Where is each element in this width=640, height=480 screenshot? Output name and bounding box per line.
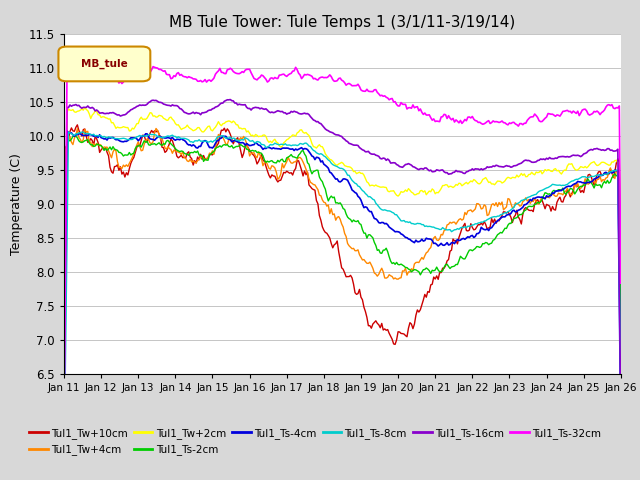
Tul1_Tw+4cm (186, 156, 194, 162)
Line: Tul1_Tw+2cm: Tul1_Tw+2cm (64, 108, 621, 465)
Tul1_Ts-4cm (617, 427, 625, 432)
Tul1_Ts-4cm (60, 404, 68, 410)
Tul1_Tw+10cm (421, 291, 429, 297)
Tul1_Tw+10cm (617, 380, 625, 385)
Tul1_Ts-4cm (283, 145, 291, 151)
Tul1_Ts-8cm (574, 177, 582, 182)
Tul1_Tw+2cm (421, 188, 429, 193)
Tul1_Tw+4cm (152, 126, 160, 132)
Tul1_Ts-2cm (283, 155, 291, 161)
Tul1_Ts-16cm (283, 111, 291, 117)
Tul1_Tw+2cm (617, 324, 625, 329)
Tul1_Ts-32cm (371, 87, 378, 93)
FancyBboxPatch shape (58, 47, 150, 81)
Tul1_Tw+10cm (60, 368, 68, 373)
Tul1_Tw+10cm (186, 154, 194, 160)
Tul1_Ts-2cm (371, 240, 378, 245)
Tul1_Tw+4cm (371, 270, 378, 276)
Tul1_Tw+10cm (74, 122, 81, 128)
Legend: Tul1_Tw+10cm, Tul1_Tw+4cm, Tul1_Tw+2cm, Tul1_Ts-2cm, Tul1_Ts-4cm, Tul1_Ts-8cm, T: Tul1_Tw+10cm, Tul1_Tw+4cm, Tul1_Tw+2cm, … (25, 424, 605, 459)
Tul1_Tw+4cm (60, 370, 68, 375)
Tul1_Ts-8cm (371, 197, 378, 203)
Line: Tul1_Ts-16cm: Tul1_Ts-16cm (64, 99, 621, 416)
Tul1_Ts-2cm (609, 173, 617, 179)
Tul1_Ts-8cm (283, 142, 291, 148)
Text: MB_tule: MB_tule (81, 59, 127, 69)
Tul1_Tw+4cm (421, 253, 429, 259)
Tul1_Ts-4cm (609, 169, 617, 175)
Tul1_Ts-16cm (371, 151, 378, 157)
Tul1_Tw+2cm (283, 137, 291, 143)
Tul1_Tw+10cm (609, 175, 617, 180)
Tul1_Ts-8cm (617, 383, 625, 389)
Tul1_Ts-32cm (186, 74, 194, 80)
Line: Tul1_Ts-8cm: Tul1_Ts-8cm (64, 132, 621, 474)
Title: MB Tule Tower: Tule Temps 1 (3/1/11-3/19/14): MB Tule Tower: Tule Temps 1 (3/1/11-3/19… (169, 15, 516, 30)
Tul1_Ts-8cm (65, 129, 72, 135)
Tul1_Ts-16cm (574, 152, 582, 158)
Tul1_Tw+10cm (574, 183, 582, 189)
Tul1_Ts-32cm (609, 105, 617, 111)
Tul1_Ts-8cm (421, 224, 429, 229)
Tul1_Ts-32cm (421, 110, 429, 116)
Tul1_Ts-4cm (371, 216, 378, 221)
Tul1_Ts-4cm (186, 142, 194, 148)
Tul1_Ts-4cm (63, 128, 71, 134)
Tul1_Ts-2cm (574, 186, 582, 192)
Tul1_Ts-8cm (186, 139, 194, 145)
Tul1_Tw+2cm (60, 462, 68, 468)
Tul1_Tw+2cm (371, 183, 378, 189)
Tul1_Ts-8cm (609, 168, 617, 173)
Tul1_Tw+2cm (574, 167, 582, 173)
Tul1_Tw+4cm (609, 173, 617, 179)
Tul1_Tw+4cm (617, 384, 625, 389)
Tul1_Ts-32cm (60, 446, 68, 452)
Tul1_Ts-4cm (421, 238, 429, 243)
Tul1_Tw+2cm (81, 105, 88, 110)
Tul1_Ts-2cm (60, 472, 68, 478)
Tul1_Ts-16cm (609, 148, 617, 154)
Tul1_Tw+10cm (283, 168, 291, 174)
Line: Tul1_Ts-4cm: Tul1_Ts-4cm (64, 131, 621, 430)
Tul1_Ts-16cm (60, 390, 68, 396)
Tul1_Tw+2cm (609, 159, 617, 165)
Tul1_Tw+10cm (371, 320, 378, 325)
Line: Tul1_Ts-32cm: Tul1_Ts-32cm (64, 67, 621, 449)
Tul1_Ts-32cm (574, 108, 582, 114)
Tul1_Ts-32cm (283, 73, 291, 79)
Line: Tul1_Tw+4cm: Tul1_Tw+4cm (64, 129, 621, 386)
Tul1_Ts-32cm (149, 64, 157, 70)
Y-axis label: Temperature (C): Temperature (C) (10, 153, 23, 255)
Tul1_Ts-16cm (185, 111, 193, 117)
Tul1_Ts-16cm (421, 165, 429, 171)
Tul1_Tw+2cm (186, 126, 194, 132)
Tul1_Ts-2cm (421, 266, 429, 272)
Tul1_Ts-16cm (227, 96, 234, 102)
Tul1_Ts-2cm (70, 132, 78, 138)
Tul1_Ts-2cm (186, 150, 194, 156)
Line: Tul1_Tw+10cm: Tul1_Tw+10cm (64, 125, 621, 383)
Tul1_Ts-2cm (617, 335, 625, 340)
Tul1_Ts-4cm (574, 179, 582, 184)
Tul1_Ts-16cm (617, 413, 625, 419)
Line: Tul1_Ts-2cm: Tul1_Ts-2cm (64, 135, 621, 475)
Tul1_Ts-32cm (617, 280, 625, 286)
Tul1_Tw+4cm (574, 180, 582, 186)
Tul1_Tw+4cm (283, 159, 291, 165)
Tul1_Ts-8cm (60, 471, 68, 477)
